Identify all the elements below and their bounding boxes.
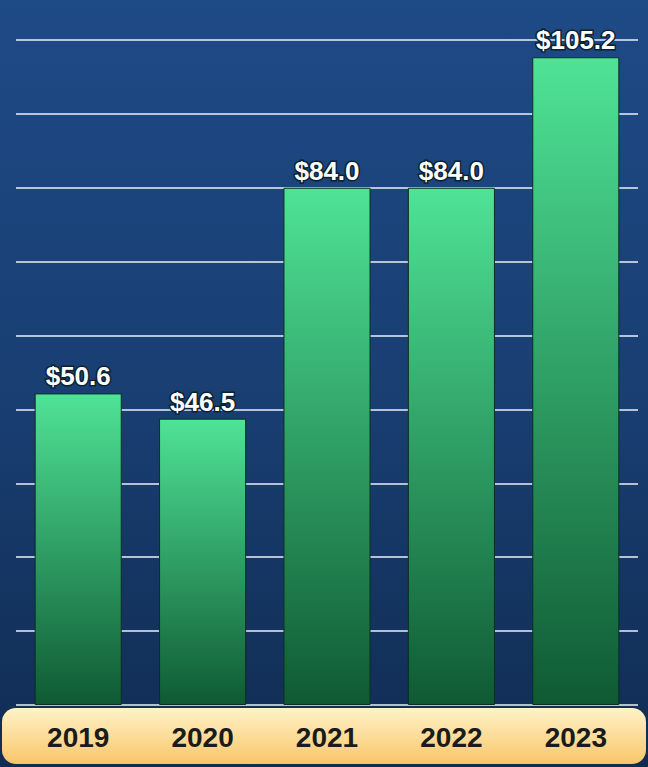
svg-text:2023: 2023 — [545, 722, 607, 753]
svg-text:2021: 2021 — [296, 722, 358, 753]
svg-text:2022: 2022 — [420, 722, 482, 753]
svg-text:$84.0: $84.0 — [294, 156, 359, 186]
svg-text:$105.2: $105.2 — [536, 25, 616, 55]
svg-text:2020: 2020 — [171, 722, 233, 753]
svg-text:$50.6: $50.6 — [46, 361, 111, 391]
svg-text:$84.0: $84.0 — [419, 156, 484, 186]
svg-text:2019: 2019 — [47, 722, 109, 753]
svg-text:$46.5: $46.5 — [170, 387, 235, 417]
